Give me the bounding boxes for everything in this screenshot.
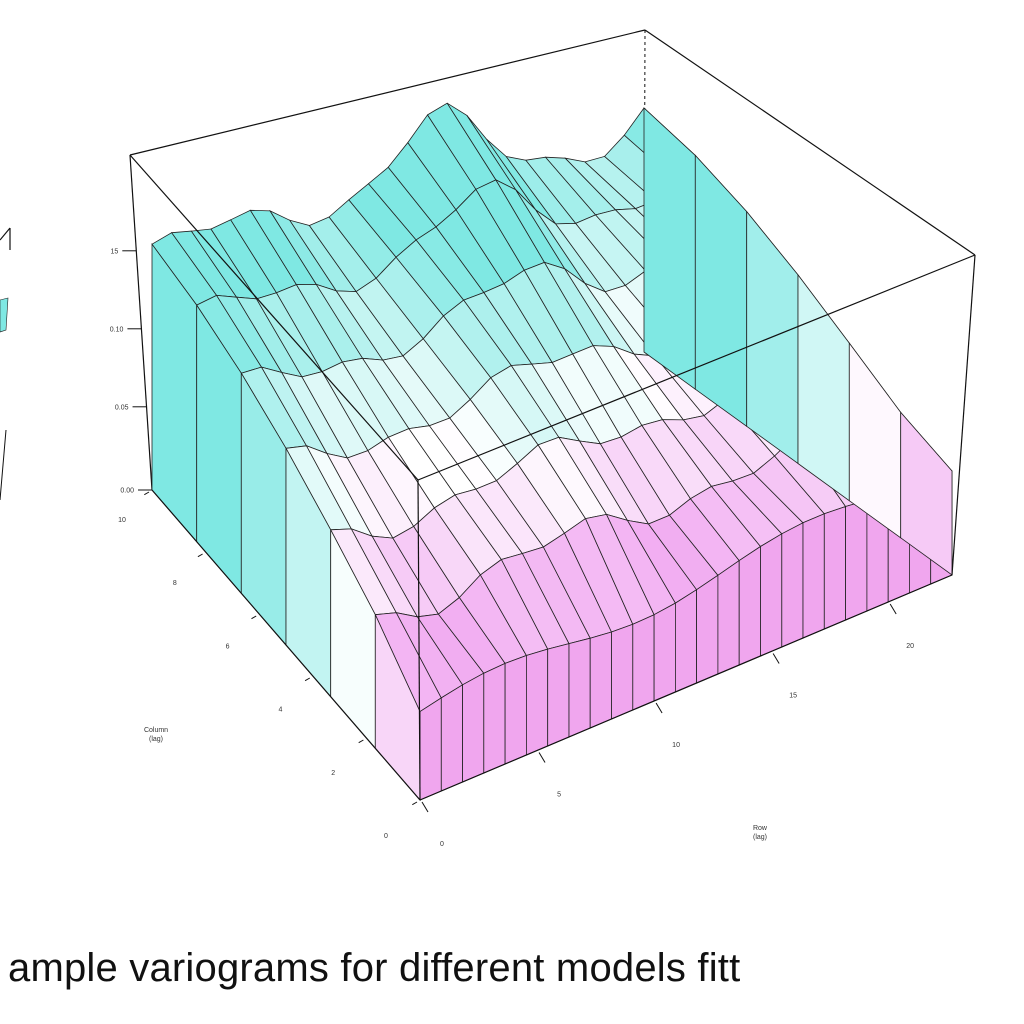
column-tick-label: 10 [118, 517, 126, 524]
box-edge-left-back [129, 154, 153, 491]
surface-right-skirt [694, 154, 748, 428]
row-tick-mark [772, 653, 780, 664]
row-tick-mark [421, 801, 429, 813]
figure-caption: ample variograms for different models fi… [8, 946, 741, 990]
row-axis-label-line: Row [753, 825, 768, 832]
bounding-box-front [129, 29, 976, 801]
z-tick-label: 0.05 [115, 404, 129, 411]
surface-front-skirt [589, 631, 612, 729]
column-axis-label: Column (lag) [144, 727, 168, 743]
row-tick-label: 10 [672, 742, 680, 749]
left-panel-edge [0, 227, 11, 241]
column-tick-mark [304, 677, 311, 682]
box-edge-floor-left [151, 489, 421, 801]
column-axis-label-line: Column [144, 727, 168, 734]
box-edge-right-front [951, 254, 976, 576]
row-tick-label: 0 [440, 841, 444, 848]
column-tick-label: 4 [278, 707, 282, 714]
left-partial-panel [0, 227, 11, 501]
surface-front-skirt [526, 648, 549, 756]
column-axis-label-line: (lag) [149, 736, 163, 743]
column-tick-mark [412, 801, 418, 806]
column-lag-axis: 0 2 4 6 8 10 Column (lag) [118, 491, 418, 840]
z-tick-label: 0.10 [110, 326, 124, 333]
surface-front-skirt [504, 654, 527, 765]
column-tick-label: 6 [226, 643, 230, 650]
surface-front-skirt [419, 697, 442, 801]
surface-right-skirt [643, 107, 696, 390]
surface-front-skirt [717, 559, 740, 675]
surface-front-skirt [483, 662, 506, 774]
surface-front-skirt [547, 643, 570, 747]
surface-front-skirt [738, 545, 761, 666]
box-edge-left-front [417, 479, 421, 801]
surface-front-skirt [696, 574, 719, 684]
surface-front-skirt [568, 637, 591, 738]
surface-front-skirt [823, 505, 846, 630]
surface-front-skirt [675, 588, 697, 693]
surface-front-skirt [845, 499, 868, 621]
surface-front-skirt [781, 522, 804, 648]
box-edge-top-front [417, 254, 976, 481]
column-tick-mark [358, 739, 364, 744]
row-tick-mark [538, 752, 546, 763]
column-tick-label: 8 [173, 580, 177, 587]
surface-front-skirt [802, 513, 825, 639]
row-tick-label: 5 [557, 792, 561, 799]
row-tick-label: 15 [789, 693, 797, 700]
row-tick-mark [889, 603, 897, 615]
box-edge-top-right [644, 29, 976, 256]
surface-front-skirt [440, 684, 464, 792]
left-panel-surface-fragment [0, 297, 9, 333]
box-edge-floor-front [419, 574, 953, 801]
column-tick-mark [251, 615, 257, 620]
surface-right-skirt [746, 210, 799, 465]
surface-front-skirt [653, 602, 676, 702]
column-tick-label: 2 [331, 770, 335, 777]
z-tick-label: 15 [110, 248, 118, 255]
row-tick-mark [655, 702, 663, 714]
surface-front-skirt [760, 533, 783, 657]
left-panel-edge [0, 429, 7, 501]
row-lag-axis: 0 5 10 15 20 Row (lag) [421, 603, 914, 848]
row-tick-label: 20 [906, 643, 914, 650]
surface-front-skirt [632, 614, 655, 711]
variogram-surface [151, 102, 953, 802]
z-axis: 15 0.10 0.05 0.00 [110, 248, 152, 495]
column-tick-mark [197, 553, 203, 558]
row-axis-label: Row (lag) [753, 825, 768, 841]
column-tick-label: 0 [384, 833, 388, 840]
surface-front-skirt [611, 623, 634, 720]
row-axis-label-line: (lag) [753, 834, 767, 841]
box-edge-top-back [129, 29, 646, 156]
z-tick-label: 0.00 [120, 488, 134, 495]
surface-front-skirt [462, 672, 485, 783]
box-edge-top-left [129, 154, 419, 481]
column-tick-mark [144, 491, 150, 496]
